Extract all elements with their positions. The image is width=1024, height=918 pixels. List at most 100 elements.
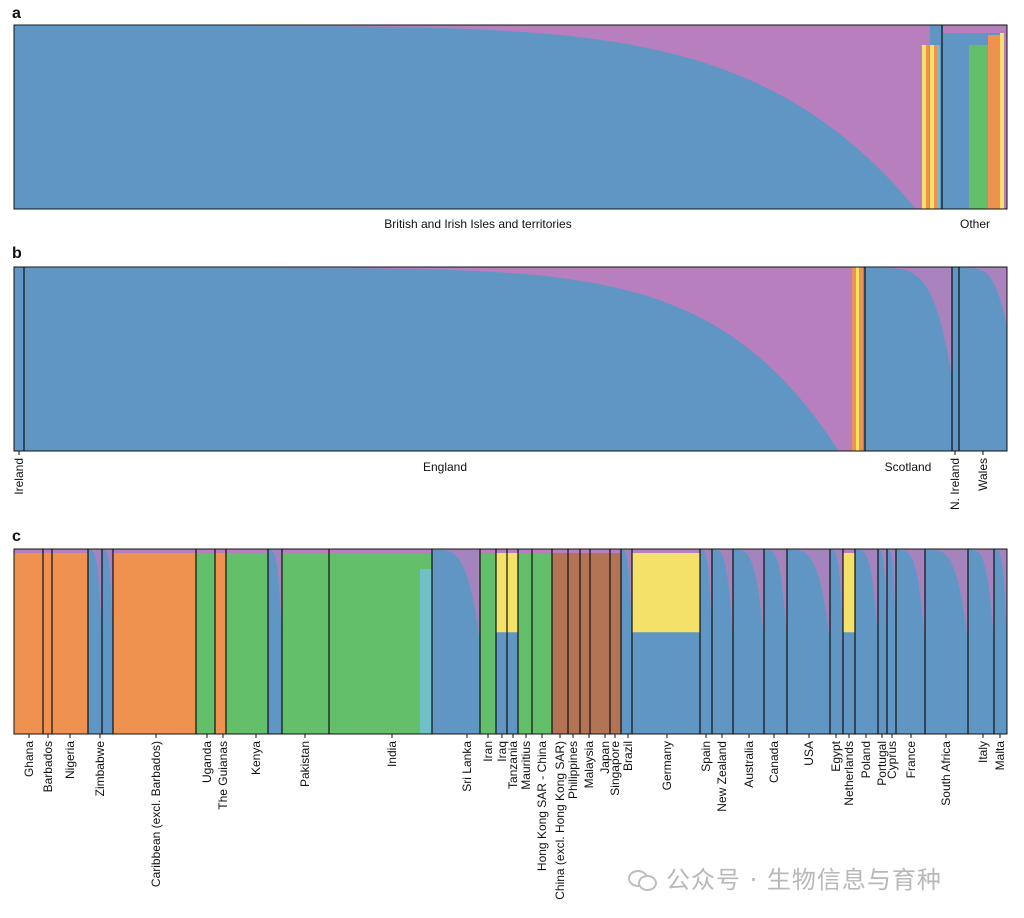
region-fill-china-excl-hong-kong-sar — [568, 549, 580, 734]
series-area-purple-b — [24, 267, 852, 451]
group-label-poland: Poland — [859, 741, 873, 778]
series-band-a-4 — [937, 45, 940, 209]
region-base-iran — [496, 632, 507, 734]
group-label-malaysia: Malaysia — [582, 741, 596, 789]
panel-c-plot: Ghana Barbados Nigeria Zimbabwe Caribbean (e… — [13, 548, 1008, 900]
region-fill-gap-38 — [994, 549, 1007, 734]
region-top-tanzania — [518, 549, 532, 553]
group-label-wales: Wales — [976, 458, 990, 491]
region-fill-barbados — [43, 549, 52, 734]
region-base-iraq — [507, 632, 518, 734]
group-label-ghana: Ghana — [22, 741, 36, 777]
region-top-pakistan — [282, 549, 329, 553]
group-label-netherlands: Netherlands — [842, 741, 856, 806]
region-top-india — [329, 549, 432, 553]
india-teal-fade — [420, 569, 432, 734]
region-top-ghana — [14, 549, 43, 553]
group-label-hong-kong-sar-china: Hong Kong SAR - China — [535, 741, 549, 871]
region-purple-spain — [712, 549, 733, 643]
group-label-scotland: Scotland — [885, 460, 932, 474]
group-label-india: India — [385, 741, 399, 767]
group-label-malta: Malta — [993, 741, 1007, 771]
region-purple-singapore — [621, 549, 632, 643]
series-band-b-0 — [852, 267, 856, 451]
series-band-a-other-yellow — [1000, 30, 1004, 209]
region-purple-poland — [878, 549, 887, 643]
group-label-nigeria: Nigeria — [63, 741, 77, 779]
group-label-italy: Italy — [976, 741, 990, 763]
region-top-mauritius — [532, 549, 552, 553]
group-label-singapore: Singapore — [608, 741, 622, 796]
group-label-zimbabwe: Zimbabwe — [93, 741, 107, 797]
region-top-the-guianas — [215, 549, 226, 553]
region-purple-germany — [700, 549, 712, 643]
region-fill-kenya — [226, 549, 268, 734]
group-label-philippines: Philippines — [566, 741, 580, 799]
region-fill-pakistan — [282, 549, 329, 734]
region-base-brazil — [632, 632, 700, 734]
region-top-nigeria — [52, 549, 88, 553]
region-top-kenya — [226, 549, 268, 553]
region-top-brazil — [632, 549, 700, 553]
group-label-portugal: Portugal — [875, 741, 889, 786]
region-fill-the-guianas — [215, 549, 226, 734]
watermark: 公众号 · 生物信息与育种 — [628, 860, 942, 895]
region-purple-new-zealand — [733, 549, 764, 643]
group-label-brazil: Brazil — [621, 741, 635, 771]
region-fill-zimbabwe — [102, 549, 113, 734]
panel-a-plot: British and Irish Isles and territories O… — [13, 24, 1008, 231]
region-purple-gap-12 — [432, 549, 480, 643]
group-label-the-guianas: The Guianas — [216, 741, 230, 810]
region-purple-zimbabwe — [102, 549, 113, 643]
region-fill-japan — [610, 549, 621, 734]
group-label-mauritius: Mauritius — [519, 741, 533, 790]
region-purple-gap-3 — [88, 549, 102, 643]
region-purple-south-africa — [968, 549, 994, 643]
watermark-text: 公众号 · 生物信息与育种 — [666, 866, 942, 894]
group-label-cyprus: Cyprus — [885, 741, 899, 779]
group-label-pakistan: Pakistan — [298, 741, 312, 787]
series-area-purple-b-scotland — [866, 267, 952, 379]
plot-frame-b — [13, 266, 1008, 452]
region-fill-uganda — [196, 549, 215, 734]
group-label-sri-lanka: Sri Lanka — [460, 741, 474, 792]
group-label-uganda: Uganda — [200, 741, 214, 783]
plot-frame-a — [13, 24, 1008, 210]
series-area-purple-b-wales — [961, 267, 1007, 328]
series-band-a-2 — [930, 45, 934, 209]
region-fill-india — [329, 549, 432, 734]
panel-b-plot: Ireland England Scotland N. Ireland Wales — [12, 266, 1008, 510]
region-top-iran — [496, 549, 507, 553]
region-fill-gap-9 — [268, 549, 282, 734]
region-fill-caribbean-excl-barbados — [113, 549, 196, 734]
region-fill-germany — [700, 549, 712, 734]
region-purple-cyprus — [896, 549, 925, 643]
region-purple-usa — [830, 549, 843, 643]
group-label-caribbean-excl-barbados: Caribbean (excl. Barbados) — [149, 741, 163, 887]
group-label-usa: USA — [802, 741, 816, 766]
region-purple-france — [925, 549, 968, 643]
region-purple-gap-9 — [268, 549, 282, 643]
group-label-n-ireland: N. Ireland — [948, 458, 962, 510]
group-label-china-excl-hong-kong-sar: China (excl. Hong Kong SAR) — [553, 741, 567, 900]
panel-label-c: c — [12, 528, 21, 545]
region-top-philippines — [580, 549, 590, 553]
group-label-france: France — [904, 741, 918, 779]
region-top-hong-kong-sar-china — [552, 549, 568, 553]
region-purple-australia — [764, 549, 787, 643]
region-fill-tanzania — [518, 549, 532, 734]
region-purple-portugal — [887, 549, 896, 643]
region-fill-spain — [712, 549, 733, 734]
region-fill-nigeria — [52, 549, 88, 734]
group-label-japan: Japan — [598, 741, 612, 774]
series-area-purple-a — [14, 25, 930, 209]
region-top-china-excl-hong-kong-sar — [568, 549, 580, 553]
region-fill-netherlands — [855, 549, 878, 734]
group-label-barbados: Barbados — [41, 741, 55, 792]
region-fill-singapore — [621, 549, 632, 734]
series-band-a-other-orange — [988, 35, 1000, 209]
panel-label-a: a — [12, 5, 21, 22]
region-fill-gap-3 — [88, 549, 102, 734]
region-top-sri-lanka — [480, 549, 496, 553]
